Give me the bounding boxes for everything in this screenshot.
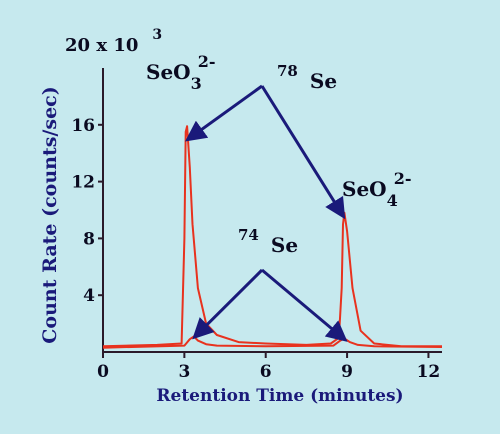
y-multiplier-base: 20 x 10: [65, 35, 138, 56]
se74-arrow: [192, 268, 264, 340]
x-tick-label: 9: [341, 362, 353, 382]
x-tick-label: 6: [260, 362, 272, 382]
se78-arrow: [185, 84, 263, 142]
seo4-label: SeO4 2-: [342, 169, 412, 210]
se74-mass: 74: [238, 226, 259, 244]
seo3-sub: 3: [191, 74, 202, 93]
y-tick-label: 8: [83, 229, 95, 249]
seo4-sub: 4: [387, 191, 398, 210]
se78-mass: 78: [277, 62, 298, 80]
x-tick-label: 3: [178, 362, 190, 382]
y-tick-label: 16: [71, 116, 95, 136]
seo4-sup: 2-: [394, 169, 412, 188]
y-multiplier-label: 20 x 10 3: [65, 27, 162, 56]
y-tick-label: 12: [71, 173, 95, 193]
seo3-base: SeO: [146, 60, 191, 84]
se78-label: 78 Se: [277, 62, 337, 93]
se78-arrow: [260, 85, 346, 220]
y-tick-label: 4: [83, 286, 95, 306]
x-axis-label: Retention Time (minutes): [156, 386, 403, 406]
x-tick-label: 12: [417, 362, 441, 382]
se78-symbol: Se: [310, 69, 337, 93]
series-line-se74: [102, 335, 443, 349]
seo3-label: SeO3 2-: [146, 52, 216, 93]
y-multiplier-exp: 3: [152, 27, 162, 43]
se74-arrow: [261, 268, 348, 342]
se74-symbol: Se: [271, 233, 298, 257]
se74-label: 74 Se: [238, 226, 298, 257]
x-tick-label: 0: [97, 362, 109, 382]
y-axis-label: Count Rate (counts/sec): [39, 86, 61, 343]
seo3-sup: 2-: [198, 52, 216, 71]
seo4-base: SeO: [342, 177, 387, 201]
